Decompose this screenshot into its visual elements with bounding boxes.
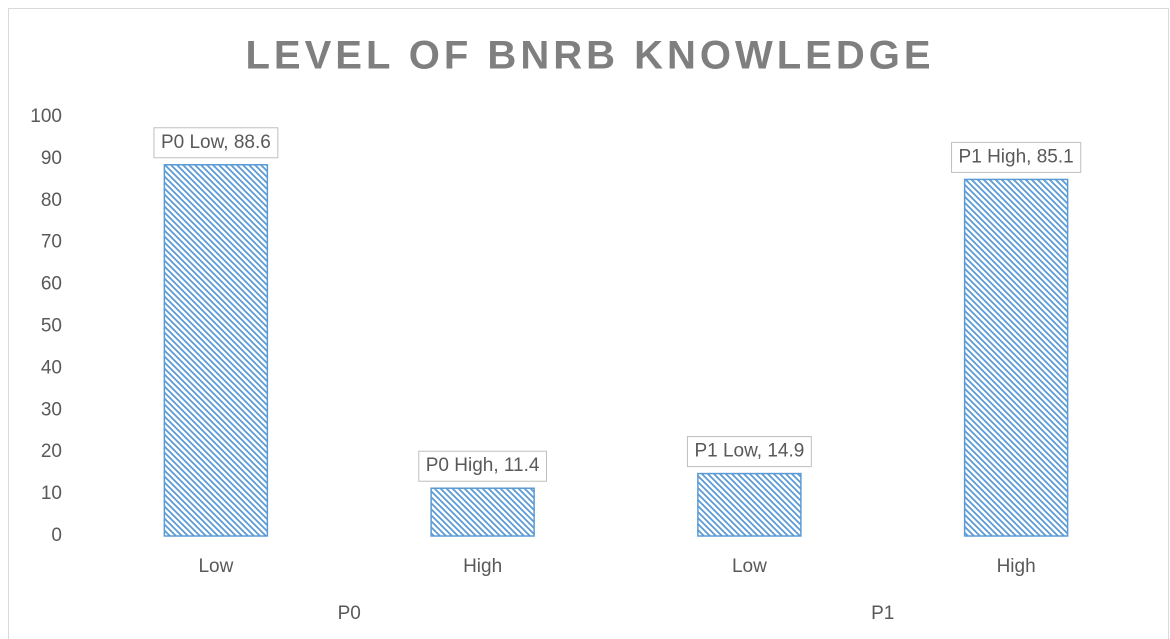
bar <box>697 472 802 537</box>
chart-title: LEVEL OF BNRB KNOWLEDGE <box>245 34 934 78</box>
x-tick-label: Low <box>732 556 767 577</box>
y-tick-label: 100 <box>30 106 62 127</box>
data-label-box <box>686 436 812 468</box>
y-tick-label: 20 <box>41 441 62 462</box>
y-tick-label: 10 <box>41 483 62 504</box>
y-tick-label: 0 <box>51 525 62 546</box>
bar <box>163 164 269 537</box>
x-tick-label: Low <box>198 556 233 577</box>
y-tick-label: 70 <box>41 232 62 253</box>
y-tick-label: 90 <box>41 148 62 169</box>
y-tick-label: 30 <box>41 399 62 420</box>
data-label-box <box>153 127 279 159</box>
group-label: P1 <box>871 603 894 624</box>
data-label: P1 Low, 14.9 <box>694 441 804 462</box>
data-label: P0 Low, 88.6 <box>161 132 271 153</box>
bar <box>430 487 535 537</box>
data-label: P1 High, 85.1 <box>959 146 1074 167</box>
data-label: P0 High, 11.4 <box>426 455 540 476</box>
x-tick-label: High <box>997 556 1036 577</box>
x-tick-label: High <box>463 556 502 577</box>
data-label-box <box>951 141 1082 173</box>
y-tick-label: 80 <box>41 190 62 211</box>
y-tick-label: 40 <box>41 357 62 378</box>
group-label: P0 <box>338 603 361 624</box>
bar <box>963 178 1069 537</box>
data-label-box <box>418 450 547 482</box>
y-tick-label: 60 <box>41 274 62 295</box>
y-tick-label: 50 <box>41 316 62 337</box>
